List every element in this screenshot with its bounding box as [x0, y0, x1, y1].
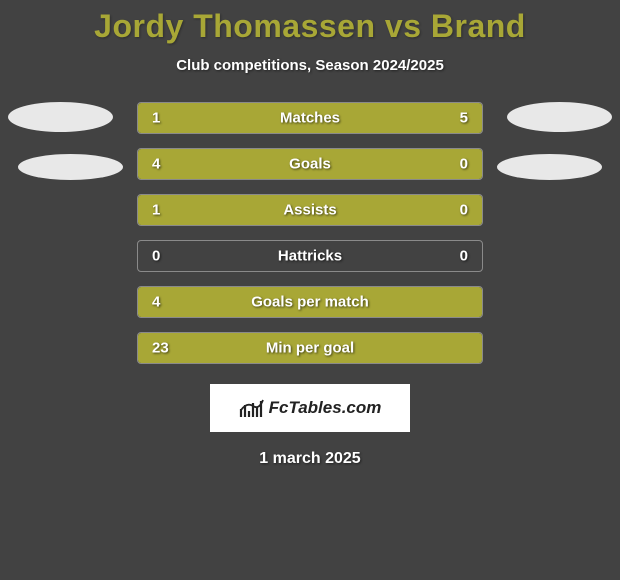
fctables-icon	[239, 397, 265, 419]
logo-box: FcTables.com	[210, 384, 410, 432]
stat-right-value: 5	[460, 110, 468, 127]
stat-bars: 1 5 Matches 4 0 Goals 1 0 Assists 0 0 Hattricks 4 Goa…	[137, 102, 483, 364]
stat-row: 4 0 Goals	[137, 148, 483, 180]
player-marker-right-top	[507, 102, 612, 132]
page-title: Jordy Thomassen vs Brand	[0, 8, 620, 45]
stat-left-value: 4	[152, 294, 160, 311]
stat-label: Min per goal	[266, 340, 354, 357]
date-label: 1 march 2025	[0, 450, 620, 468]
stat-left-value: 1	[152, 110, 160, 127]
stat-label: Matches	[280, 110, 340, 127]
stat-left-value: 23	[152, 340, 169, 357]
stat-left-value: 1	[152, 202, 160, 219]
bar-left-fill	[138, 103, 196, 133]
stat-label: Goals	[289, 156, 331, 173]
player-marker-left-bottom	[18, 154, 123, 180]
stat-row: 23 Min per goal	[137, 332, 483, 364]
stat-left-value: 4	[152, 156, 160, 173]
bar-right-fill	[430, 195, 482, 225]
player-marker-left-top	[8, 102, 113, 132]
player-marker-right-bottom	[497, 154, 602, 180]
stat-right-value: 0	[460, 248, 468, 265]
stat-label: Goals per match	[251, 294, 369, 311]
comparison-container: Jordy Thomassen vs Brand Club competitio…	[0, 0, 620, 468]
stat-row: 4 Goals per match	[137, 286, 483, 318]
subtitle: Club competitions, Season 2024/2025	[0, 57, 620, 74]
stat-right-value: 0	[460, 202, 468, 219]
stat-label: Assists	[283, 202, 336, 219]
stats-area: 1 5 Matches 4 0 Goals 1 0 Assists 0 0 Hattricks 4 Goa…	[0, 102, 620, 364]
bar-left-fill	[138, 149, 430, 179]
bar-right-fill	[430, 149, 482, 179]
stat-row: 1 0 Assists	[137, 194, 483, 226]
stat-label: Hattricks	[278, 248, 342, 265]
stat-right-value: 0	[460, 156, 468, 173]
stat-row: 1 5 Matches	[137, 102, 483, 134]
stat-row: 0 0 Hattricks	[137, 240, 483, 272]
logo-text: FcTables.com	[269, 398, 382, 418]
stat-left-value: 0	[152, 248, 160, 265]
